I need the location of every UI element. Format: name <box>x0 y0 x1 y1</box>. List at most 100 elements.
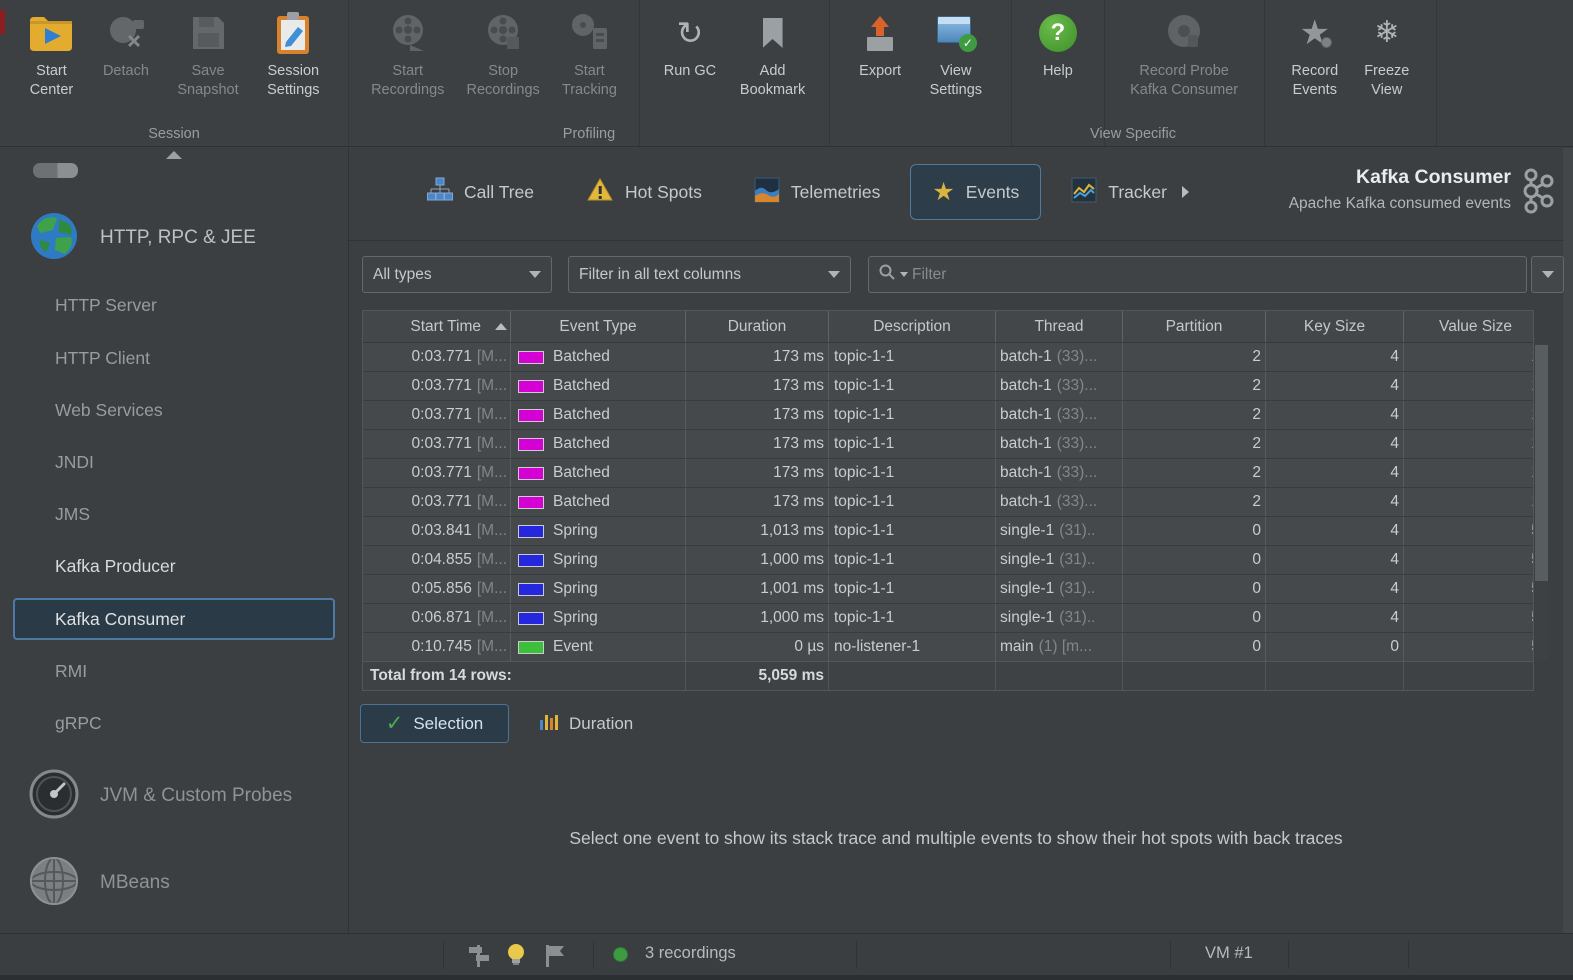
tab-label: Call Tree <box>464 181 535 202</box>
filter-input[interactable] <box>912 265 1517 284</box>
table-row[interactable]: 0:04.855 [M... Spring 1,000 ms topic-1-1 … <box>363 546 1533 575</box>
table-row[interactable]: 0:03.771 [M... Batched 173 ms topic-1-1 b… <box>363 430 1533 459</box>
total-label: Total from 14 rows: <box>363 662 686 690</box>
recording-status-dot <box>613 947 628 962</box>
column-header-thread[interactable]: Thread <box>996 311 1123 342</box>
status-separator <box>593 941 594 969</box>
start-recordings-label: Start Recordings <box>371 63 445 98</box>
table-row[interactable]: 0:03.771 [M... Batched 173 ms topic-1-1 b… <box>363 372 1533 401</box>
recordings-count: 3 recordings <box>645 944 736 962</box>
sidebar-item-http-server[interactable]: HTTP Server <box>55 295 157 315</box>
table-row[interactable]: 0:03.771 [M... Batched 173 ms topic-1-1 b… <box>363 459 1533 488</box>
toolbar-group-label-session: Session <box>148 126 200 142</box>
column-header-event-type[interactable]: Event Type <box>511 311 686 342</box>
event-color-swatch <box>518 611 544 625</box>
probes-sidebar: HTTP, RPC & JEE HTTP Server HTTP Client … <box>0 148 349 933</box>
event-type-dropdown[interactable]: All types <box>362 256 552 293</box>
column-header-partition[interactable]: Partition <box>1123 311 1266 342</box>
column-header-duration[interactable]: Duration <box>686 311 829 342</box>
record-probe-icon <box>1162 7 1206 59</box>
table-scrollbar[interactable] <box>1535 343 1548 661</box>
tab-hot-spots[interactable]: Hot Spots <box>564 164 724 220</box>
column-header-value-size[interactable]: Value Size <box>1439 317 1512 335</box>
column-header-description[interactable]: Description <box>829 311 996 342</box>
run-gc-button[interactable]: ↻ Run GC <box>664 0 716 146</box>
filter-search-field[interactable] <box>868 256 1527 293</box>
start-center-button[interactable]: Start Center <box>28 0 74 146</box>
detach-button[interactable]: Detach <box>103 0 149 146</box>
session-settings-label: Session Settings <box>267 63 320 98</box>
sidebar-item-jndi[interactable]: JNDI <box>55 452 94 472</box>
flag-icon[interactable] <box>543 943 567 974</box>
table-row[interactable]: 0:05.856 [M... Spring 1,001 ms topic-1-1 … <box>363 575 1533 604</box>
freeze-view-button[interactable]: ❄ Freeze View <box>1364 0 1409 146</box>
tracker-chart-icon <box>1071 177 1097 208</box>
tab-events[interactable]: ★ Events <box>910 164 1042 220</box>
table-row[interactable]: 0:03.771 [M... Batched 173 ms topic-1-1 b… <box>363 488 1533 517</box>
table-row[interactable]: 0:03.841 [M... Spring 1,013 ms topic-1-1 … <box>363 517 1533 546</box>
sidebar-section-mbeans[interactable]: MBeans <box>0 855 349 911</box>
sidebar-item-web-services[interactable]: Web Services <box>55 400 163 420</box>
table-row[interactable]: 0:03.771 [M... Batched 173 ms topic-1-1 b… <box>363 401 1533 430</box>
add-bookmark-button[interactable]: Add Bookmark <box>740 0 805 146</box>
detach-label: Detach <box>102 63 149 79</box>
record-probe-button[interactable]: Record Probe Kafka Consumer <box>1130 0 1238 146</box>
save-snapshot-button[interactable]: Save Snapshot <box>177 0 239 146</box>
stop-recordings-button[interactable]: Stop Recordings <box>466 0 540 146</box>
table-scrollbar-thumb[interactable] <box>1535 345 1548 581</box>
sidebar-section-http-rpc-jee[interactable]: HTTP, RPC & JEE <box>0 210 349 266</box>
kafka-logo-icon <box>1519 168 1555 219</box>
table-row[interactable]: 0:03.771 [M... Batched 173 ms topic-1-1 b… <box>363 343 1533 372</box>
event-color-swatch <box>518 408 544 422</box>
table-row[interactable]: 0:06.871 [M... Spring 1,000 ms topic-1-1 … <box>363 604 1533 633</box>
window-scrollbar[interactable] <box>1563 148 1573 933</box>
scroll-up-arrow-icon[interactable] <box>166 151 182 159</box>
divider <box>349 240 1563 241</box>
status-separator <box>443 941 444 969</box>
bar-chart-icon <box>538 711 558 736</box>
event-color-swatch <box>518 495 544 509</box>
toolbar-separator <box>1436 0 1437 146</box>
freeze-view-label: Freeze View <box>1364 63 1410 98</box>
filter-history-dropdown-button[interactable] <box>1531 256 1564 293</box>
sidebar-item-kafka-consumer-selected[interactable]: Kafka Consumer <box>13 598 335 640</box>
sidebar-item-rmi[interactable]: RMI <box>55 661 88 681</box>
table-body: 0:03.771 [M... Batched 173 ms topic-1-1 b… <box>363 343 1533 661</box>
session-settings-button[interactable]: Session Settings <box>267 0 320 146</box>
selection-toggle-button[interactable]: ✓ Selection <box>360 704 509 743</box>
toolbar-separator <box>348 0 349 146</box>
detach-icon <box>104 7 148 59</box>
table-row[interactable]: 0:10.745 [M... Event 0 µs no-listener-1 m… <box>363 633 1533 661</box>
signpost-icon[interactable] <box>466 943 492 974</box>
main-toolbar: Start Center Detach Save Snapshot <box>0 0 1573 147</box>
search-options-chevron-icon[interactable] <box>900 272 908 277</box>
tab-telemetries[interactable]: Telemetries <box>732 164 902 220</box>
sidebar-item-grpc[interactable]: gRPC <box>55 713 102 733</box>
start-recordings-icon <box>386 7 430 59</box>
view-settings-button[interactable]: ✓ View Settings <box>930 0 982 146</box>
selection-label: Selection <box>413 713 484 733</box>
tab-call-tree[interactable]: Call Tree <box>405 164 556 220</box>
export-label: Export <box>859 63 902 79</box>
start-recordings-button[interactable]: Start Recordings <box>371 0 444 146</box>
run-gc-icon: ↻ <box>676 15 704 51</box>
start-tracking-button[interactable]: Start Tracking <box>562 0 617 146</box>
record-events-button[interactable]: ★ Record Events <box>1291 0 1338 146</box>
sidebar-item-http-client[interactable]: HTTP Client <box>55 348 150 368</box>
export-button[interactable]: Export <box>859 0 901 146</box>
tab-tracker[interactable]: Tracker <box>1049 164 1211 220</box>
star-icon: ★ <box>932 177 955 206</box>
help-button[interactable]: ? Help <box>1038 0 1077 146</box>
search-icon <box>878 263 896 286</box>
chevron-down-icon <box>828 271 840 278</box>
record-events-icon: ★ <box>1299 14 1333 52</box>
column-header-start-time[interactable]: Start Time <box>363 311 511 342</box>
sidebar-item-label: Kafka Consumer <box>55 608 186 629</box>
filter-column-dropdown[interactable]: Filter in all text columns <box>568 256 851 293</box>
lightbulb-icon[interactable] <box>506 943 526 972</box>
column-header-key-size[interactable]: Key Size <box>1266 311 1404 342</box>
sidebar-section-jvm-custom-probes[interactable]: JVM & Custom Probes <box>0 768 349 824</box>
sidebar-item-jms[interactable]: JMS <box>55 504 90 524</box>
duration-toggle[interactable]: Duration <box>538 704 633 743</box>
sidebar-item-kafka-producer[interactable]: Kafka Producer <box>55 556 176 576</box>
